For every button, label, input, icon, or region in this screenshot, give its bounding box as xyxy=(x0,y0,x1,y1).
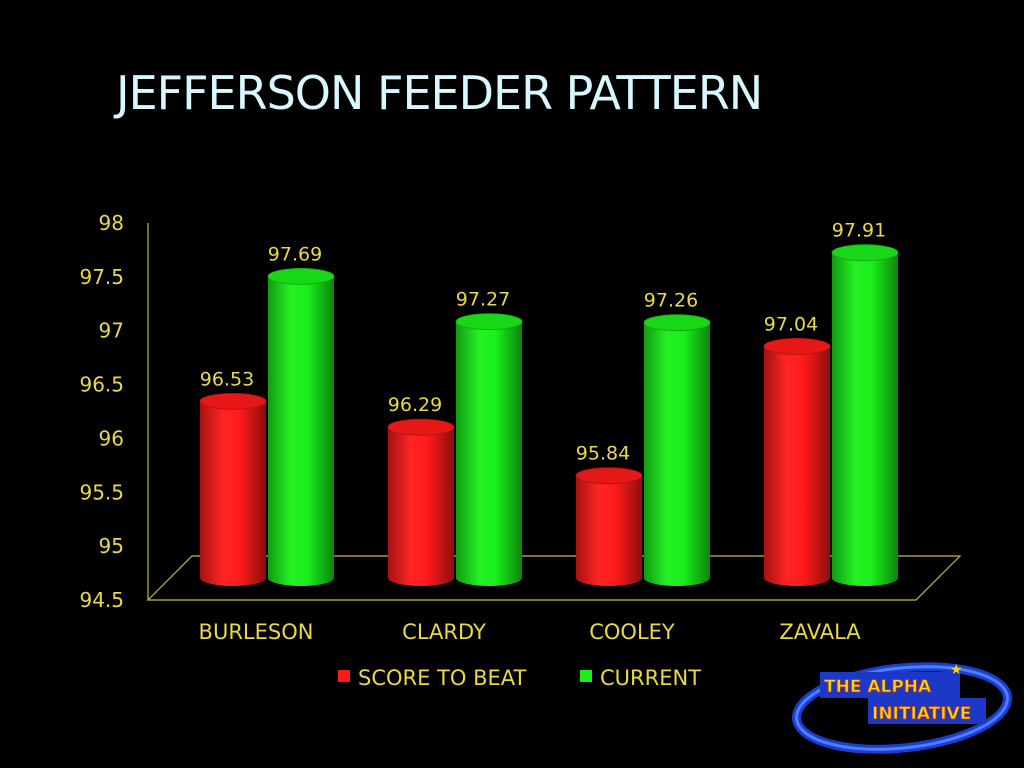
x-tick-label: CLARDY xyxy=(402,620,486,644)
chart-floor xyxy=(146,555,962,601)
x-tick-label: COOLEY xyxy=(589,620,675,644)
data-label: 95.84 xyxy=(576,443,630,465)
bar xyxy=(199,392,267,586)
bar xyxy=(643,314,711,586)
svg-text:INITIATIVE: INITIATIVE xyxy=(872,704,971,724)
bar xyxy=(831,244,899,587)
y-tick-label: 94.5 xyxy=(79,588,124,612)
y-tick-label: 95.5 xyxy=(79,480,124,504)
data-label: 97.69 xyxy=(268,243,322,265)
legend-swatch xyxy=(338,670,350,682)
legend-swatch xyxy=(580,670,592,682)
alpha-initiative-logo: THE ALPHA INITIATIVE ★ xyxy=(791,662,1013,754)
x-tick-label: ZAVALA xyxy=(779,620,861,644)
svg-text:THE ALPHA: THE ALPHA xyxy=(824,677,932,697)
y-tick-label: 96.5 xyxy=(79,373,124,397)
data-label: 96.53 xyxy=(200,368,254,390)
bar xyxy=(763,338,831,586)
y-tick-label: 97 xyxy=(99,319,124,343)
bar xyxy=(267,267,335,586)
legend-label: CURRENT xyxy=(600,666,701,690)
y-tick-label: 98 xyxy=(99,211,124,235)
svg-text:★: ★ xyxy=(950,662,963,678)
data-label: 97.91 xyxy=(832,220,886,242)
data-label: 97.27 xyxy=(456,289,510,311)
bar xyxy=(575,467,643,586)
data-label: 97.26 xyxy=(644,290,698,312)
y-tick-label: 95 xyxy=(99,534,124,558)
y-tick-label: 97.5 xyxy=(79,265,124,289)
data-label: 96.29 xyxy=(388,394,442,416)
x-tick-label: BURLESON xyxy=(199,620,314,644)
slide-title: JEFFERSON FEEDER PATTERN xyxy=(116,66,763,120)
data-label: 97.04 xyxy=(764,313,818,335)
bar xyxy=(455,313,523,586)
y-tick-label: 96 xyxy=(99,426,124,450)
legend-label: SCORE TO BEAT xyxy=(358,666,527,690)
bar xyxy=(387,418,455,586)
